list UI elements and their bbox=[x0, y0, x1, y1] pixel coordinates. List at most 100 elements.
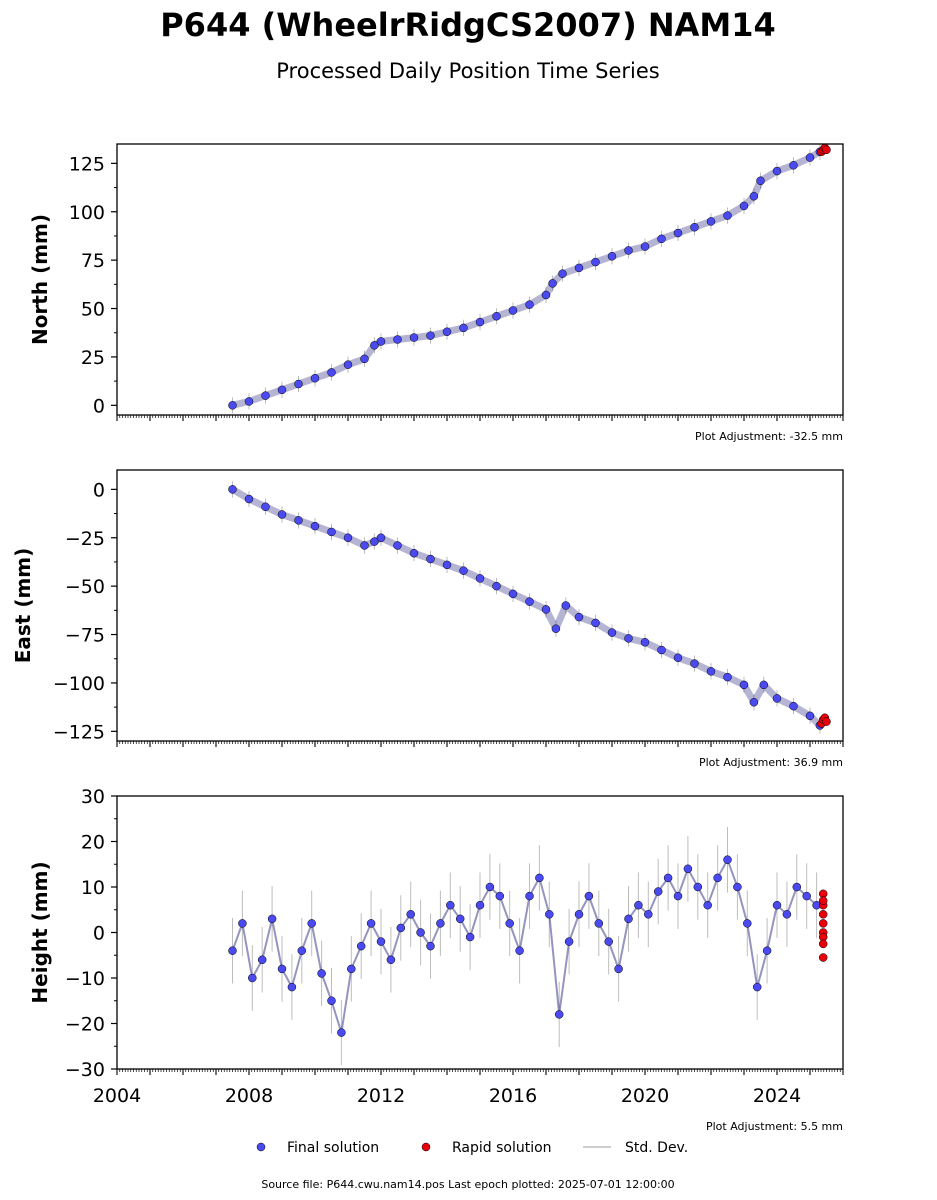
final-solution-point bbox=[693, 882, 703, 892]
final-solution-point bbox=[723, 672, 732, 682]
final-solution-point bbox=[238, 919, 247, 928]
final-solution-point bbox=[739, 680, 749, 690]
series-path bbox=[230, 486, 823, 728]
final-solution-point bbox=[347, 964, 356, 974]
final-solution-point bbox=[248, 973, 257, 983]
final-solution-point bbox=[782, 910, 792, 919]
final-solution-point bbox=[541, 290, 551, 300]
final-solution-point bbox=[789, 161, 798, 170]
y-tick-label: 75 bbox=[81, 250, 105, 272]
final-solution-point bbox=[690, 222, 699, 232]
final-solution-point bbox=[360, 354, 369, 364]
legend-rapid-label: Rapid solution bbox=[452, 1140, 552, 1156]
final-solution-point bbox=[772, 694, 782, 703]
final-solution-point bbox=[409, 333, 419, 342]
final-solution-point bbox=[310, 373, 320, 383]
final-solution-point bbox=[584, 891, 594, 901]
final-solution-point bbox=[756, 176, 765, 186]
y-tick-label: −100 bbox=[53, 673, 105, 695]
final-solution-point bbox=[426, 941, 435, 951]
final-solution-point bbox=[228, 485, 237, 494]
legend-final-label: Final solution bbox=[287, 1140, 379, 1156]
final-solution-point bbox=[772, 166, 782, 176]
final-solution-point bbox=[343, 360, 353, 369]
final-solution-point bbox=[337, 1028, 346, 1037]
final-solution-point bbox=[446, 900, 455, 910]
final-solution-point bbox=[294, 516, 303, 525]
final-solution-point bbox=[525, 891, 534, 901]
final-solution-point bbox=[515, 946, 524, 955]
legend-stddev-label: Std. Dev. bbox=[625, 1140, 688, 1156]
final-solution-point bbox=[653, 887, 663, 896]
final-solution-point bbox=[475, 900, 485, 910]
final-solution-point bbox=[228, 946, 237, 955]
x-tick-label: 2012 bbox=[357, 1085, 405, 1107]
final-solution-point bbox=[244, 494, 254, 504]
rapid-solution-point bbox=[818, 939, 828, 949]
final-solution-point bbox=[277, 385, 287, 395]
y-tick-label: 10 bbox=[81, 877, 105, 899]
y-tick-label: 100 bbox=[69, 202, 105, 224]
final-solution-point bbox=[277, 510, 287, 519]
y-tick-label: −125 bbox=[53, 721, 105, 743]
final-solution-point bbox=[752, 982, 762, 992]
final-solution-point bbox=[624, 634, 633, 643]
final-solution-point bbox=[261, 391, 270, 400]
rapid-solution-point bbox=[818, 953, 828, 962]
final-solution-point bbox=[614, 964, 623, 974]
final-solution-point bbox=[442, 560, 452, 570]
final-solution-point bbox=[327, 996, 336, 1005]
final-solution-point bbox=[327, 368, 336, 377]
final-solution-point bbox=[317, 969, 326, 978]
rapid-solution-point bbox=[818, 919, 828, 928]
final-solution-point bbox=[802, 891, 811, 901]
final-solution-point bbox=[505, 919, 514, 928]
final-solution-point bbox=[561, 601, 571, 610]
y-tick-label: −20 bbox=[65, 1014, 105, 1036]
final-solution-point bbox=[343, 533, 353, 542]
rapid-solution-point bbox=[818, 910, 828, 919]
plot-area bbox=[228, 481, 831, 734]
legend-rapid-marker bbox=[421, 1142, 431, 1152]
series-path bbox=[231, 858, 818, 1034]
chart-title: P644 (WheelrRidgCS2007) NAM14 bbox=[160, 6, 776, 44]
final-solution-point bbox=[772, 900, 782, 910]
y-axis-label: Height (mm) bbox=[28, 861, 52, 1003]
final-solution-point bbox=[541, 605, 551, 614]
final-solution-point bbox=[475, 317, 485, 327]
final-solution-point bbox=[749, 698, 759, 707]
final-solution-point bbox=[805, 153, 815, 162]
final-solution-point bbox=[703, 900, 712, 910]
final-solution-point bbox=[327, 527, 336, 537]
final-solution-point bbox=[485, 882, 495, 892]
axes-frame bbox=[116, 469, 844, 742]
final-solution-point bbox=[759, 680, 769, 690]
final-solution-point bbox=[376, 337, 386, 346]
rapid-solution-point bbox=[822, 145, 831, 155]
rapid-solution-point bbox=[822, 717, 831, 726]
final-solution-point bbox=[564, 937, 574, 946]
final-solution-point bbox=[657, 645, 666, 655]
final-solution-point bbox=[475, 574, 485, 583]
y-tick-label: 50 bbox=[81, 299, 105, 321]
final-solution-point bbox=[370, 341, 379, 350]
final-solution-point bbox=[683, 864, 693, 874]
final-solution-point bbox=[574, 910, 584, 919]
final-solution-point bbox=[426, 331, 435, 340]
final-solution-point bbox=[426, 554, 435, 564]
x-tick-label: 2024 bbox=[753, 1085, 801, 1107]
y-axis-label: East (mm) bbox=[11, 548, 35, 664]
final-solution-point bbox=[723, 211, 732, 220]
final-solution-point bbox=[574, 263, 584, 273]
final-solution-point bbox=[762, 946, 772, 955]
plot-adjustment-note: Plot Adjustment: 36.9 mm bbox=[699, 756, 843, 769]
panel-2: 0 −25 −50 −75 −100 −125 East (mm) Plot Adjustme… bbox=[11, 469, 844, 769]
legend-final-marker bbox=[256, 1142, 266, 1152]
final-solution-point bbox=[548, 279, 557, 288]
final-solution-point bbox=[574, 612, 584, 622]
final-solution-point bbox=[366, 919, 376, 928]
final-solution-point bbox=[492, 312, 501, 321]
final-solution-point bbox=[525, 597, 534, 606]
final-solution-point bbox=[706, 667, 716, 676]
